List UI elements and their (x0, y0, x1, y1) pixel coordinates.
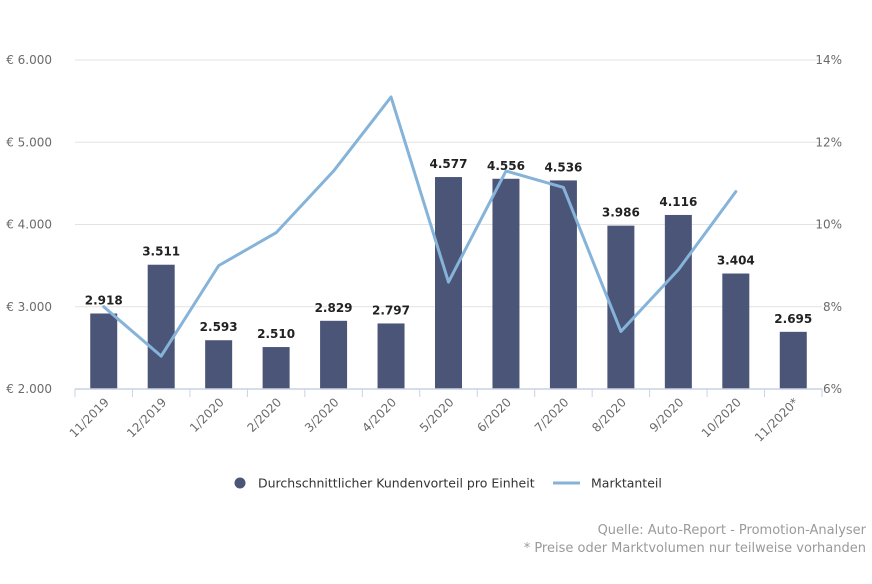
y-left-tick-label: € 5.000 (6, 135, 52, 149)
legend: Durchschnittlicher Kundenvorteil pro Ein… (234, 476, 662, 491)
bar (779, 331, 807, 389)
line-layer (102, 95, 738, 358)
y-right-tick-label: 6% (823, 382, 842, 396)
bar (722, 273, 750, 389)
bar-data-label: 3.511 (142, 245, 180, 259)
bar (549, 180, 577, 389)
bar-data-label: 2.918 (85, 293, 123, 307)
bar-data-label: 2.593 (200, 320, 238, 334)
x-tick-label: 9/2020 (647, 395, 687, 435)
bar-data-label: 4.536 (544, 160, 582, 174)
bar (147, 264, 175, 389)
bar (377, 323, 405, 389)
y-left-tick-label: € 2.000 (6, 382, 52, 396)
bar (262, 347, 290, 389)
legend-line-label: Marktanteil (591, 476, 662, 491)
legend-bar-label: Durchschnittlicher Kundenvorteil pro Ein… (258, 476, 535, 491)
y-left-tick-label: € 3.000 (6, 300, 52, 314)
series-line-marktanteil (102, 95, 738, 358)
bar-data-label: 3.986 (602, 206, 640, 220)
x-tick-label: 6/2020 (474, 395, 514, 435)
y-right-tick-label: 8% (823, 300, 842, 314)
bar-data-label: 2.510 (257, 327, 295, 341)
axes-layer: € 2.000 € 3.000 € 4.000 € 5.000 € 6.000 6% 8% 1… (6, 53, 842, 445)
footnote: * Preise oder Marktvolumen nur teilweise… (524, 541, 866, 556)
legend-bar-marker (234, 477, 246, 489)
bar (320, 320, 348, 389)
bar (492, 178, 520, 389)
bar-data-label: 2.695 (774, 312, 812, 326)
x-tick-label: 2/2020 (244, 395, 284, 435)
bar-data-label: 4.116 (659, 195, 697, 209)
source-note: Quelle: Auto-Report - Promotion-Analyser (598, 523, 867, 538)
x-tick-label: 4/2020 (359, 395, 399, 435)
x-tick-label: 5/2020 (417, 395, 457, 435)
bar-data-label: 2.829 (315, 301, 353, 315)
y-left-tick-label: € 4.000 (6, 218, 52, 232)
bars-layer (90, 177, 807, 389)
bar (664, 214, 692, 389)
labels-layer: 2.918 3.511 2.593 2.510 2.829 2.797 4.577 4.556… (85, 157, 813, 341)
bar (205, 340, 233, 389)
bar-data-label: 4.577 (430, 157, 468, 171)
x-tick-label: 8/2020 (589, 395, 629, 435)
x-tick-label: 11/2019 (67, 395, 112, 440)
x-tick-label: 3/2020 (302, 395, 342, 435)
x-tick-label: 12/2019 (124, 395, 169, 440)
bar-data-label: 3.404 (717, 254, 755, 268)
bar-data-label: 4.556 (487, 159, 525, 173)
x-tick-label: 10/2020 (699, 395, 744, 440)
y-right-tick-label: 10% (815, 218, 842, 232)
bar (90, 313, 118, 389)
x-tick-label: 11/2020* (752, 395, 801, 444)
y-right-tick-label: 14% (815, 53, 842, 67)
x-tick-label: 7/2020 (532, 395, 572, 435)
y-left-tick-label: € 6.000 (6, 53, 52, 67)
bar-data-label: 2.797 (372, 303, 410, 317)
x-tick-label: 1/2020 (187, 395, 227, 435)
y-right-tick-label: 12% (815, 135, 842, 149)
